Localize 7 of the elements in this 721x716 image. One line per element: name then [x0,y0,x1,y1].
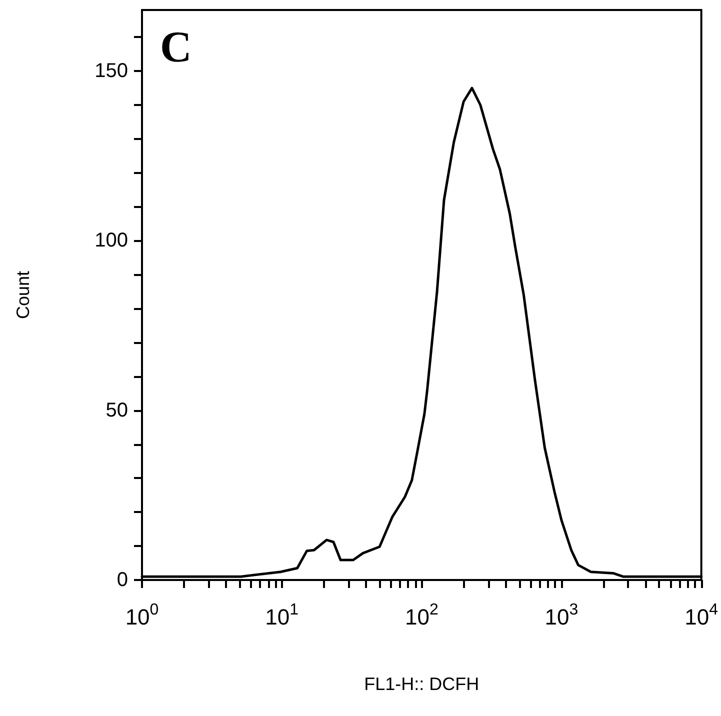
y-axis-title: Count [13,270,33,320]
chart-title: C [160,22,192,72]
y-tick-label: 0 [116,569,128,591]
y-tick-label: 150 [94,60,128,82]
x-axis-title: FL1-H:: DCFH [364,674,480,694]
y-tick-label: 50 [106,399,128,422]
y-tick-label: 100 [94,230,128,252]
